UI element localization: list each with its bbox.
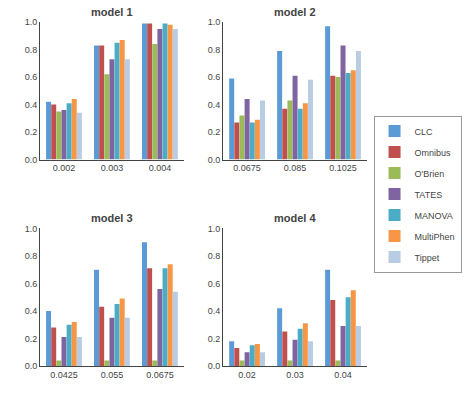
svg-text:0.2: 0.2 [25,127,38,137]
svg-text:model 1: model 1 [91,6,133,18]
svg-text:0.0425: 0.0425 [50,370,78,380]
svg-text:0.0: 0.0 [25,155,38,165]
svg-text:0.2: 0.2 [208,127,221,137]
svg-text:0.1025: 0.1025 [329,163,357,173]
svg-text:0.6: 0.6 [25,72,38,82]
svg-text:0.0: 0.0 [25,361,38,371]
svg-text:0.04: 0.04 [334,370,352,380]
svg-text:0.6: 0.6 [25,279,38,289]
svg-text:0.002: 0.002 [53,163,76,173]
svg-text:0.003: 0.003 [101,163,124,173]
svg-text:0.085: 0.085 [284,163,307,173]
svg-text:0.8: 0.8 [25,45,38,55]
svg-text:1.0: 1.0 [208,224,221,234]
svg-text:0.0675: 0.0675 [146,370,174,380]
svg-text:0.055: 0.055 [101,370,124,380]
svg-text:O'Brien: O'Brien [415,169,445,179]
svg-text:CLC: CLC [415,127,434,137]
svg-text:0.004: 0.004 [149,163,172,173]
svg-text:0.0675: 0.0675 [233,163,261,173]
svg-text:0.4: 0.4 [208,100,221,110]
svg-text:0.4: 0.4 [25,306,38,316]
svg-text:0.6: 0.6 [208,72,221,82]
svg-text:MANOVA: MANOVA [415,211,453,221]
svg-text:0.8: 0.8 [208,251,221,261]
svg-text:0.03: 0.03 [286,370,304,380]
svg-text:model 4: model 4 [274,212,316,224]
svg-text:0.2: 0.2 [25,334,38,344]
svg-text:Tippet: Tippet [415,253,440,263]
svg-text:model 3: model 3 [91,212,133,224]
svg-text:Omnibus: Omnibus [415,148,452,158]
svg-text:0.0: 0.0 [208,361,221,371]
svg-text:0.4: 0.4 [208,306,221,316]
svg-text:model 2: model 2 [274,6,316,18]
svg-text:0.4: 0.4 [25,100,38,110]
svg-text:1.0: 1.0 [25,17,38,27]
svg-text:0.8: 0.8 [25,251,38,261]
svg-text:TATES: TATES [415,190,443,200]
svg-text:1.0: 1.0 [25,224,38,234]
svg-text:0.0: 0.0 [208,155,221,165]
svg-text:1.0: 1.0 [208,17,221,27]
svg-text:0.2: 0.2 [208,334,221,344]
svg-text:0.6: 0.6 [208,279,221,289]
svg-text:0.02: 0.02 [238,370,256,380]
svg-text:MultiPhen: MultiPhen [415,232,455,242]
svg-text:0.8: 0.8 [208,45,221,55]
